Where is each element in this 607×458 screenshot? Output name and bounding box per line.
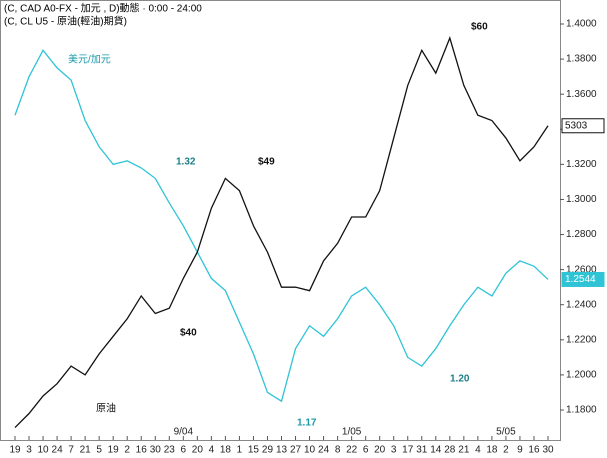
x-tick-label: 16 [136,445,148,456]
x-tick-label: 21 [458,445,470,456]
end-label: 1.2544 [565,274,596,285]
x-tick-label: 22 [346,445,358,456]
y-tick-label: 1.2000 [566,370,597,381]
x-tick-label: 10 [37,445,49,456]
x-tick-label: 31 [416,445,428,456]
x-tick-label: 28 [444,445,456,456]
y-tick-label: 1.2200 [566,334,597,345]
x-tick-label: 20 [192,445,204,456]
y-tick-label: 1.3600 [566,89,597,100]
y-tick-label: 1.2800 [566,229,597,240]
end-label-box [561,118,605,134]
x-tick-label: 4 [209,445,215,456]
x-tick-label: 7 [68,445,74,456]
plot-frame [0,0,561,441]
x-tick-label: 3 [26,445,32,456]
annotation: 1.20 [450,374,470,385]
x-tick-label: 4 [475,445,481,456]
annotation: 原油 [96,402,116,415]
x-tick-label: 30 [542,445,554,456]
x-tick-label: 3 [391,445,397,456]
x-tick-label: 27 [290,445,302,456]
y-tick-label: 1.3000 [566,194,597,205]
y-tick-label: 1.3800 [566,54,597,65]
end-label-box [561,271,605,287]
x-tick-label: 2 [124,445,130,456]
x-tick-label: 1 [237,445,243,456]
end-label: 5303 [565,120,588,131]
x-tick-label: 20 [374,445,386,456]
x-tick-label: 9 [517,445,523,456]
x-tick-label: 30 [150,445,162,456]
y-tick-label: 1.2600 [566,264,597,275]
x-tick-label: 14 [430,445,442,456]
x-tick-label: 8 [335,445,341,456]
annotation: 1.17 [297,418,317,429]
annotation: 1.32 [176,157,196,168]
y-tick-label: 1.4000 [566,19,597,30]
x-tick-label: 21 [80,445,92,456]
x-tick-label: 19 [9,445,21,456]
x-tick-label: 17 [402,445,414,456]
x-tick-label: 29 [262,445,274,456]
annotation: $40 [180,328,197,339]
x-tick-label: 24 [318,445,330,456]
period-label: 9/04 [174,427,194,438]
period-label: 5/05 [496,427,516,438]
x-tick-label: 23 [164,445,176,456]
series-line [14,49,549,403]
annotation: $60 [471,22,488,33]
header-line: (C, CL U5 - 原油(輕油)期貨) [4,15,127,28]
x-tick-label: 5 [96,445,102,456]
x-tick-label: 16 [528,445,540,456]
annotation: $49 [258,157,275,168]
x-tick-label: 13 [276,445,288,456]
x-tick-label: 15 [248,445,260,456]
x-tick-label: 10 [304,445,316,456]
header-line: (C, CAD A0-FX - 加元 , D)動態 · 0:00 - 24:00 [4,2,202,15]
y-tick-label: 1.3200 [566,159,597,170]
y-tick-label: 1.2400 [566,299,597,310]
x-tick-label: 19 [108,445,120,456]
x-tick-label: 24 [52,445,64,456]
y-tick-label: 1.1800 [566,405,597,416]
x-tick-label: 6 [363,445,369,456]
series-line [14,36,549,429]
x-tick-label: 18 [486,445,498,456]
period-label: 1/05 [342,427,362,438]
x-tick-label: 2 [503,445,509,456]
x-tick-label: 18 [220,445,232,456]
x-tick-label: 6 [181,445,187,456]
annotation: 美元/加元 [68,53,111,66]
